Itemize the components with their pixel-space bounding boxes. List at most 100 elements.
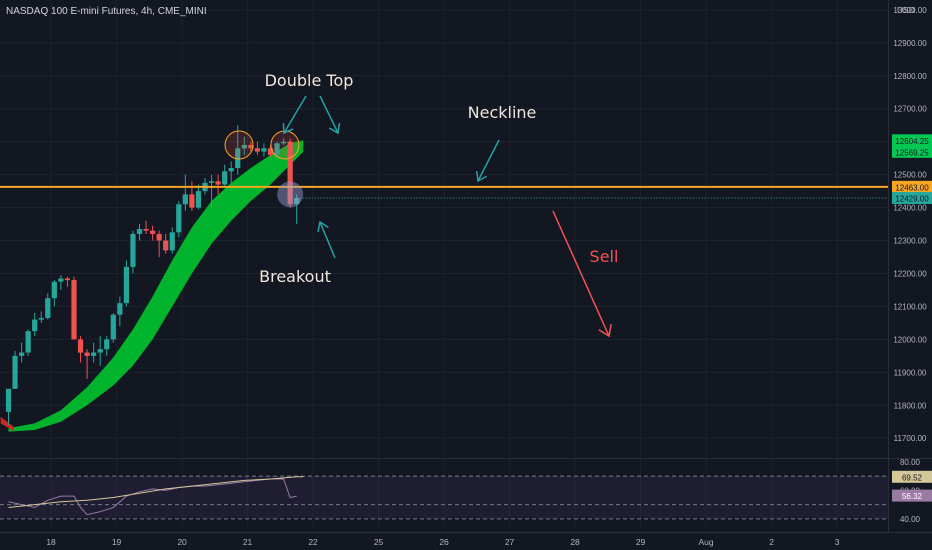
candle-body <box>222 171 228 185</box>
candle[interactable] <box>235 125 241 175</box>
candle[interactable] <box>261 143 267 157</box>
double-top-arrow-right-head <box>328 122 341 135</box>
sell-label: Sell <box>590 247 619 266</box>
time-tick-label: 18 <box>46 537 56 547</box>
candle[interactable] <box>208 174 215 208</box>
time-tick-label: Aug <box>699 537 714 547</box>
candle[interactable] <box>182 174 188 211</box>
rsi-signal-line[interactable] <box>8 476 304 508</box>
candle[interactable] <box>71 276 77 340</box>
candle[interactable] <box>195 184 202 210</box>
candle[interactable] <box>77 336 84 363</box>
candle[interactable] <box>32 313 38 337</box>
candle[interactable] <box>136 224 143 241</box>
ma-band-start-segment <box>0 416 14 431</box>
price-label[interactable]: 12604.25 <box>892 134 932 147</box>
candle[interactable] <box>176 200 182 238</box>
double-top-circle[interactable] <box>270 130 300 160</box>
candle[interactable] <box>51 280 57 307</box>
candle-body <box>163 240 169 251</box>
price-tick-label: 12300.00 <box>893 237 927 246</box>
price-label-text: 12604.25 <box>895 137 929 146</box>
candle[interactable] <box>104 336 110 356</box>
double-top-circle[interactable] <box>224 130 254 160</box>
candle-body <box>12 355 18 389</box>
candle[interactable] <box>143 220 149 234</box>
osc-value-label[interactable]: 56.32 <box>892 489 932 502</box>
candle[interactable] <box>5 388 12 426</box>
candle[interactable] <box>12 350 18 389</box>
candle[interactable] <box>274 141 280 159</box>
axes[interactable]: 11700.00 11800.00 11900.00 12000.00 12100.00… <box>46 6 932 547</box>
candle-body <box>176 204 182 233</box>
candle[interactable] <box>228 161 234 185</box>
candle[interactable] <box>281 138 287 145</box>
candle[interactable] <box>254 141 260 155</box>
osc-value-text: 56.32 <box>902 492 923 501</box>
candle[interactable] <box>97 336 103 366</box>
candle[interactable] <box>110 313 116 343</box>
candle[interactable] <box>25 329 31 356</box>
price-label-box <box>892 192 932 205</box>
candle[interactable] <box>156 230 162 258</box>
price-tick-label: 12000.00 <box>893 335 927 344</box>
candle[interactable] <box>241 136 247 155</box>
rsi-line[interactable] <box>8 478 297 516</box>
breakout-arrow-head <box>317 220 329 232</box>
breakout-circle[interactable] <box>277 181 304 208</box>
double-top-arrow-right-shaft <box>319 95 339 134</box>
candle[interactable] <box>248 141 254 152</box>
candle[interactable] <box>215 174 221 195</box>
candle-body <box>19 352 25 356</box>
candle-body <box>136 229 143 234</box>
time-tick-label: 19 <box>112 537 122 547</box>
time-tick-label: 3 <box>835 537 840 547</box>
osc-value-label[interactable]: 69.52 <box>892 470 932 483</box>
candle[interactable] <box>19 342 25 363</box>
candle[interactable] <box>287 138 293 208</box>
candle[interactable] <box>123 260 129 307</box>
candle-body <box>110 314 116 340</box>
candle[interactable] <box>84 349 90 379</box>
sell-arrow-shaft <box>552 210 610 337</box>
candle-body <box>84 352 90 356</box>
price-label[interactable]: 12429.00 <box>892 192 932 205</box>
candle[interactable] <box>38 311 44 323</box>
candle[interactable] <box>45 293 51 320</box>
candle-body <box>130 233 136 267</box>
candle[interactable] <box>169 227 175 254</box>
candle[interactable] <box>58 275 64 290</box>
annotations[interactable]: Double Top Neckline Breakout Sell <box>224 71 619 338</box>
candles[interactable] <box>5 125 300 426</box>
price-tick-label: 12500.00 <box>893 171 927 180</box>
ma-band <box>0 140 304 432</box>
price-tick-label: 12200.00 <box>893 269 927 278</box>
neckline-arrow[interactable] <box>475 139 500 183</box>
candle[interactable] <box>163 233 169 254</box>
candle[interactable] <box>267 144 274 157</box>
double-top-arrow-left[interactable] <box>282 95 307 135</box>
candle[interactable] <box>64 276 71 287</box>
double-top-arrow-right[interactable] <box>319 95 341 135</box>
osc-value-text: 69.52 <box>902 473 923 482</box>
price-label[interactable]: 12569.25 <box>892 145 932 158</box>
candle[interactable] <box>130 230 136 274</box>
sell-arrow[interactable] <box>552 210 612 338</box>
candle-body <box>261 148 267 152</box>
price-tick-label: 13000.00 <box>893 6 927 15</box>
candle[interactable] <box>294 194 300 225</box>
price-label-text: 12569.25 <box>895 148 929 157</box>
price-label[interactable]: 12463.00 <box>892 180 932 193</box>
candle[interactable] <box>222 164 228 188</box>
price-tick-label: 11900.00 <box>894 368 927 377</box>
candle-body <box>294 198 300 205</box>
candle[interactable] <box>150 225 156 241</box>
oscillator-pane[interactable] <box>0 475 888 520</box>
rsi-band <box>0 476 888 519</box>
candle[interactable] <box>117 296 123 327</box>
candle[interactable] <box>91 342 97 363</box>
breakout-arrow[interactable] <box>317 220 336 259</box>
candle-body <box>248 144 254 149</box>
time-tick-label: 25 <box>374 537 384 547</box>
